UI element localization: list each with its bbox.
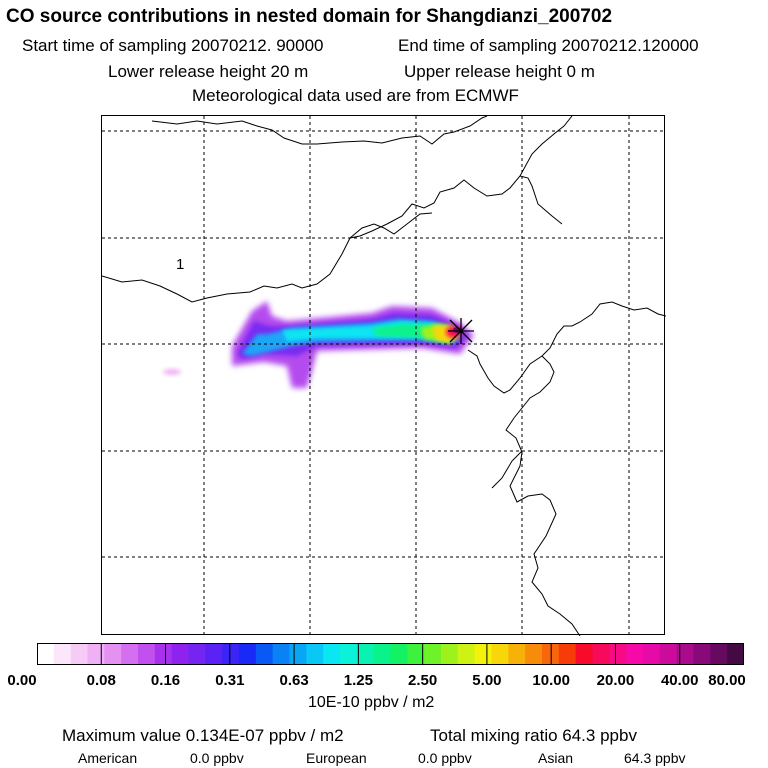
asian-label: Asian xyxy=(538,750,574,766)
colorbar-swatch xyxy=(70,643,88,665)
colorbar-tick-label: 0.63 xyxy=(279,672,309,689)
colorbar-swatch xyxy=(222,643,240,665)
colorbar-swatch xyxy=(154,643,173,665)
map-canvas: 1 xyxy=(102,116,666,636)
colorbar-swatch xyxy=(609,643,627,665)
start-time: Start time of sampling 20070212. 90000 xyxy=(22,36,324,55)
lower-release-height: Lower release height 20 m xyxy=(108,62,309,81)
colorbar-swatch xyxy=(255,643,274,665)
colorbar-swatch xyxy=(104,643,122,665)
colorbar-swatch xyxy=(188,643,206,665)
colorbar-swatch xyxy=(138,643,156,665)
colorbar-swatch xyxy=(457,643,476,665)
colorbar-tick-label: 0.08 xyxy=(86,672,116,689)
colorbar-swatch xyxy=(542,643,560,665)
colorbar-swatch xyxy=(441,643,459,665)
colorbar-swatch xyxy=(710,643,728,665)
maximum-value: Maximum value 0.134E-07 ppbv / m2 xyxy=(62,726,344,745)
american-value: 0.0 ppbv xyxy=(190,750,244,766)
colorbar xyxy=(37,643,744,665)
colorbar-swatch xyxy=(323,643,341,665)
colorbar-swatch xyxy=(171,643,189,665)
coastline-boundaries xyxy=(102,116,666,636)
colorbar-swatch xyxy=(508,643,526,665)
colorbar-swatch xyxy=(373,643,391,665)
colorbar-tick-label: 80.00 xyxy=(708,672,746,689)
asian-value: 64.3 ppbv xyxy=(624,750,686,766)
concentration-plume xyxy=(163,301,474,388)
colorbar-swatch xyxy=(659,643,678,665)
colorbar-swatch xyxy=(626,643,644,665)
colorbar-swatch xyxy=(121,643,139,665)
colorbar-border xyxy=(37,643,744,665)
colorbar-swatch xyxy=(272,643,290,665)
colorbar-unit: 10E-10 ppbv / m2 xyxy=(308,694,435,711)
colorbar-swatch xyxy=(676,643,694,665)
colorbar-swatch xyxy=(525,643,543,665)
colorbar-swatch xyxy=(205,643,223,665)
colorbar-tick-label: 20.00 xyxy=(596,672,635,689)
meteorological-data-source: Meteorological data used are from ECMWF xyxy=(192,86,519,105)
colorbar-tick-label: 40.00 xyxy=(660,672,699,689)
colorbar-swatch xyxy=(592,643,610,665)
colorbar-tick-label: 2.50 xyxy=(408,672,438,689)
colorbar-swatch xyxy=(390,643,408,665)
colorbar-swatch xyxy=(558,643,577,665)
map-title: CO source contributions in nested domain… xyxy=(6,6,613,27)
colorbar-swatch xyxy=(727,643,744,665)
colorbar-tick-label: 0.00 xyxy=(7,672,37,689)
colorbar-tick-label: 1.25 xyxy=(343,672,373,689)
colorbar-swatch xyxy=(37,643,55,665)
colorbar-swatch xyxy=(474,643,492,665)
station-marker-icon xyxy=(448,318,474,344)
colorbar-swatch xyxy=(289,643,307,665)
colorbar-tick-label: 0.16 xyxy=(150,672,181,689)
region-label: 1 xyxy=(176,256,184,273)
colorbar-swatch xyxy=(643,643,661,665)
colorbar-swatch xyxy=(424,643,442,665)
upper-release-height: Upper release height 0 m xyxy=(404,62,595,81)
european-value: 0.0 ppbv xyxy=(418,750,472,766)
colorbar-swatch xyxy=(239,643,257,665)
colorbar-swatch xyxy=(356,643,375,665)
american-label: American xyxy=(78,750,138,766)
colorbar-swatch xyxy=(693,643,711,665)
colorbar-tick-label: 10.00 xyxy=(532,672,570,689)
map-grid xyxy=(102,116,666,636)
colorbar-swatch xyxy=(53,643,72,665)
colorbar-swatch xyxy=(575,643,593,665)
colorbar-tick-label: 0.31 xyxy=(215,672,245,689)
end-time: End time of sampling 20070212.120000 xyxy=(398,36,699,55)
map-frame: 1 xyxy=(101,115,666,636)
colorbar-swatch xyxy=(340,643,358,665)
total-mixing-ratio: Total mixing ratio 64.3 ppbv xyxy=(430,726,637,745)
colorbar-swatch xyxy=(491,643,509,665)
colorbar-swatch xyxy=(306,643,324,665)
colorbar-tick-label: 5.00 xyxy=(472,672,502,689)
colorbar-swatch xyxy=(407,643,425,665)
european-label: European xyxy=(306,750,367,766)
colorbar-swatch xyxy=(87,643,105,665)
